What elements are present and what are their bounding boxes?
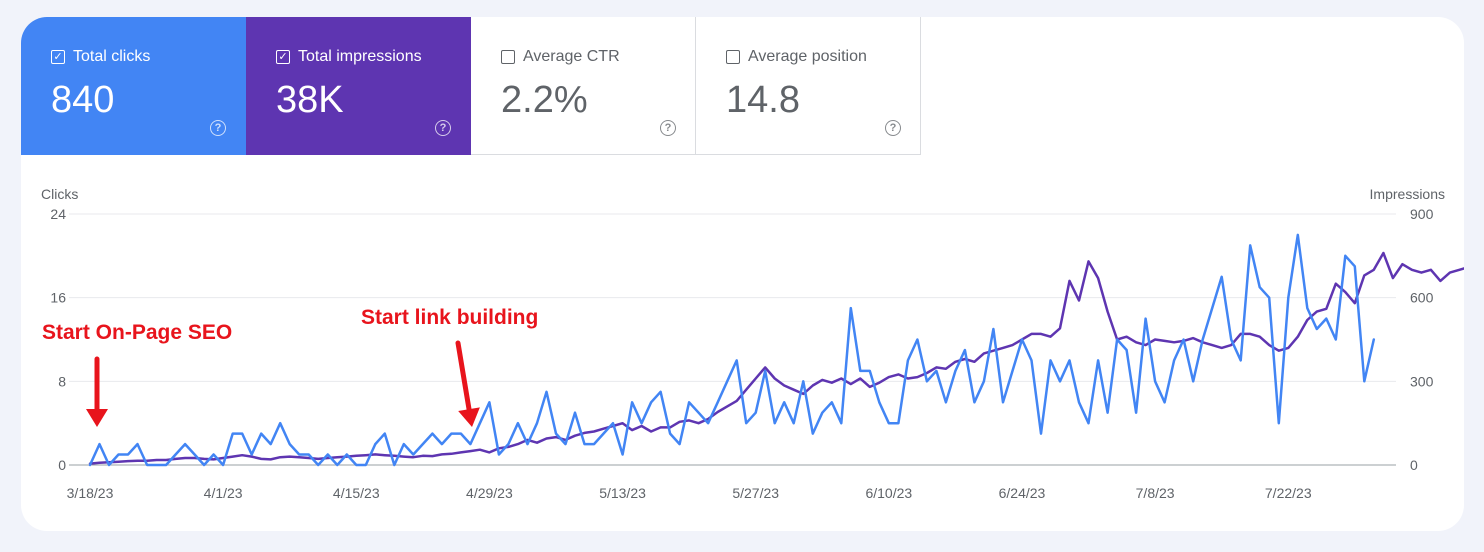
- x-tick-label: 5/27/23: [732, 485, 779, 501]
- right-tick-label: 600: [1410, 290, 1434, 306]
- x-tick-label: 6/24/23: [999, 485, 1046, 501]
- metric-value: 840: [51, 79, 115, 121]
- annotation-onpage-seo: Start On-Page SEO: [42, 321, 232, 344]
- left-axis-title: Clicks: [41, 186, 78, 202]
- x-tick-label: 6/10/23: [865, 485, 912, 501]
- metric-value: 38K: [276, 79, 344, 121]
- metric-label: Average CTR: [523, 48, 620, 65]
- left-tick-label: 8: [58, 373, 66, 389]
- metric-average-ctr[interactable]: Average CTR 2.2% ?: [471, 17, 696, 155]
- help-icon[interactable]: ?: [660, 120, 676, 136]
- right-tick-label: 900: [1410, 206, 1434, 222]
- series-line-clicks: [88, 233, 1376, 467]
- x-tick-label: 4/1/23: [204, 485, 243, 501]
- left-tick-label: 0: [58, 457, 66, 473]
- right-tick-label: 300: [1410, 373, 1434, 389]
- metric-cards: ✓ Total clicks 840 ? ✓ Total impressions…: [21, 17, 921, 155]
- metric-label-row: Average position: [726, 48, 867, 66]
- help-icon[interactable]: ?: [210, 120, 226, 136]
- performance-card: 0 0 8 300 16 600 24 900 Clicks Impressions 3/18/23…: [21, 17, 1464, 531]
- metric-label: Total impressions: [298, 48, 422, 65]
- annotation-link-building: Start link building: [361, 306, 538, 329]
- checkbox-unchecked-icon[interactable]: [726, 50, 740, 64]
- metric-label-row: ✓ Total clicks: [51, 48, 150, 66]
- checkbox-unchecked-icon[interactable]: [501, 50, 515, 64]
- metric-value: 14.8: [726, 79, 800, 121]
- left-tick-label: 16: [50, 290, 66, 306]
- x-tick-label: 7/8/23: [1136, 485, 1175, 501]
- help-icon[interactable]: ?: [435, 120, 451, 136]
- checkbox-checked-icon[interactable]: ✓: [51, 50, 65, 64]
- help-icon[interactable]: ?: [885, 120, 901, 136]
- right-axis-title: Impressions: [1370, 186, 1445, 202]
- x-tick-label: 7/22/23: [1265, 485, 1312, 501]
- metric-label-row: ✓ Total impressions: [276, 48, 422, 66]
- metric-value: 2.2%: [501, 79, 588, 121]
- metric-label-row: Average CTR: [501, 48, 620, 66]
- x-tick-label: 4/29/23: [466, 485, 513, 501]
- arrow-link-building-head: [458, 407, 480, 427]
- metric-total-clicks[interactable]: ✓ Total clicks 840 ?: [21, 17, 246, 155]
- x-tick-label: 3/18/23: [67, 485, 114, 501]
- x-tick-label: 4/15/23: [333, 485, 380, 501]
- left-tick-label: 24: [50, 206, 66, 222]
- arrow-onpage-seo-head: [86, 409, 108, 427]
- arrow-link-building-shaft: [455, 340, 472, 412]
- metric-label: Average position: [748, 48, 867, 65]
- x-tick-label: 5/13/23: [599, 485, 646, 501]
- metric-total-impressions[interactable]: ✓ Total impressions 38K ?: [246, 17, 471, 155]
- metric-label: Total clicks: [73, 48, 151, 65]
- right-tick-label: 0: [1410, 457, 1418, 473]
- metric-average-position[interactable]: Average position 14.8 ?: [696, 17, 921, 155]
- checkbox-checked-icon[interactable]: ✓: [276, 50, 290, 64]
- performance-chart: 0 0 8 300 16 600 24 900 Clicks Impressions 3/18/23…: [41, 186, 1464, 501]
